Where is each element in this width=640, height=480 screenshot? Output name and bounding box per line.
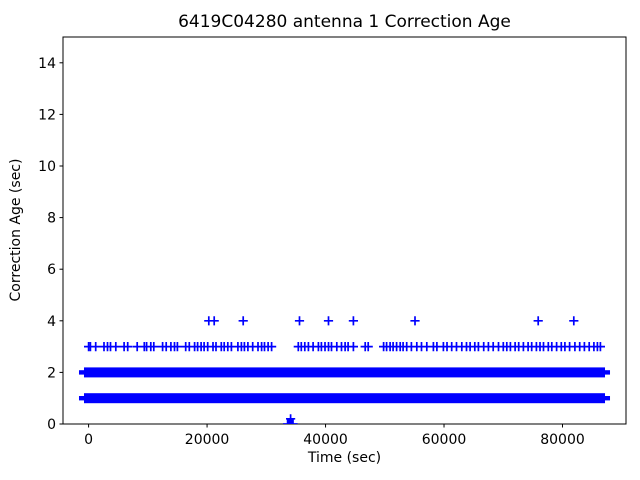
correction-age-1sec-band-right-tip [604, 396, 611, 401]
correction-age-1sec-band [83, 393, 606, 404]
correction-age-1sec-band-left-tip [78, 396, 85, 401]
x-axis-ticks: 0 20000 40000 60000 80000 [84, 424, 585, 448]
x-tick-label: 20000 [185, 432, 230, 448]
y-tick-label: 4 [47, 314, 56, 330]
x-axis-label: Time (sec) [307, 450, 381, 466]
y-tick-label: 6 [47, 262, 56, 278]
y-tick-label: 0 [47, 417, 56, 433]
y-axis-ticks: 0 2 4 6 8 10 12 14 [38, 56, 63, 433]
x-tick-label: 80000 [540, 432, 585, 448]
correction-age-low-point [286, 414, 296, 424]
correction-age-2sec-band-left-tip [78, 370, 85, 375]
correction-age-3sec-points [84, 342, 605, 352]
x-tick-label: 40000 [303, 432, 348, 448]
correction-age-4sec-points [204, 316, 579, 326]
y-axis-label: Correction Age (sec) [8, 159, 24, 302]
y-tick-label: 14 [38, 56, 56, 72]
x-tick-label: 60000 [422, 432, 467, 448]
y-tick-label: 2 [47, 365, 56, 381]
data-points-layer [78, 316, 611, 424]
y-tick-label: 8 [47, 211, 56, 227]
y-tick-label: 12 [38, 107, 56, 123]
plot-area [62, 36, 627, 425]
correction-age-2sec-band [83, 367, 606, 378]
y-tick-label: 10 [38, 159, 56, 175]
correction-age-2sec-band-right-tip [604, 370, 611, 375]
x-tick-label: 0 [84, 432, 93, 448]
chart-title: 6419C04280 antenna 1 Correction Age [178, 12, 511, 32]
